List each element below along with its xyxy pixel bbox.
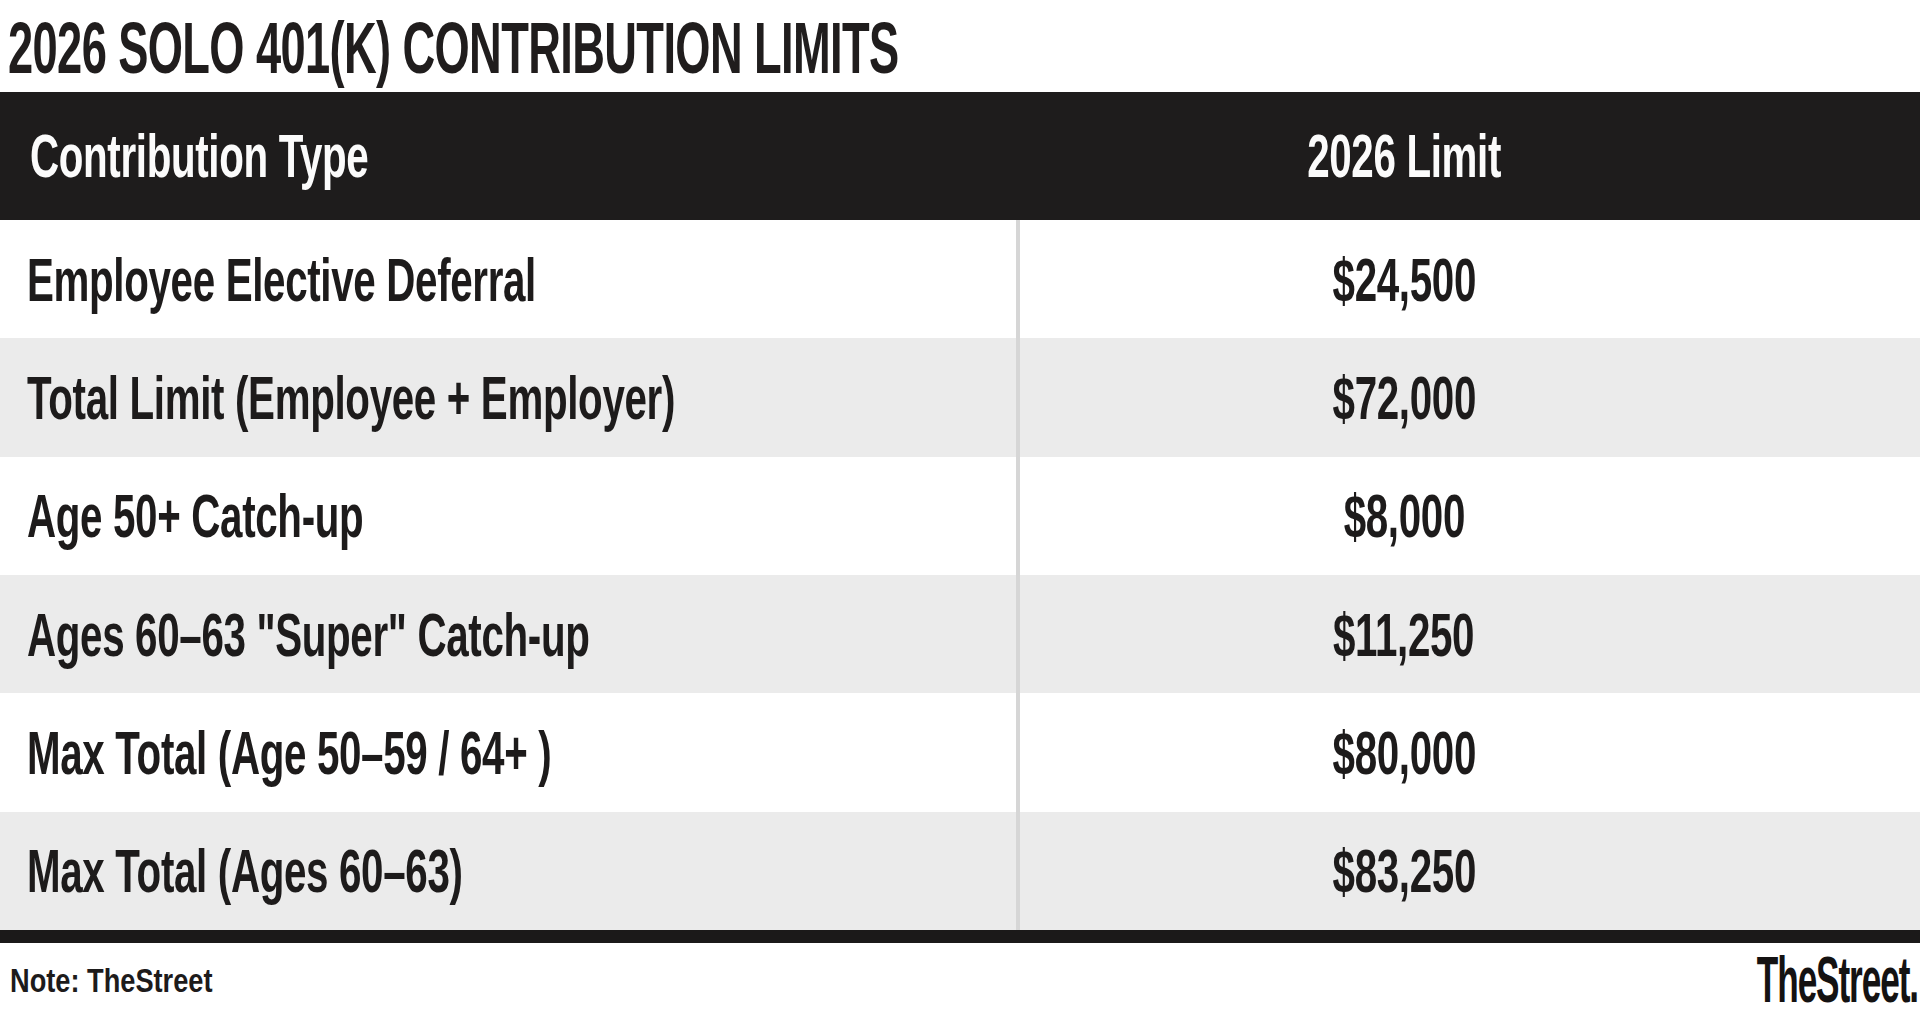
table-row: Max Total (Age 50–59 / 64+ ) $80,000 bbox=[0, 693, 1920, 811]
table-row: Total Limit (Employee + Employer) $72,00… bbox=[0, 338, 1920, 456]
row-value: $72,000 bbox=[1332, 362, 1475, 433]
title-zone: 2026 SOLO 401(K) CONTRIBUTION LIMITS bbox=[0, 0, 1920, 92]
row-label: Ages 60–63 "Super" Catch-up bbox=[27, 599, 589, 670]
table-row: Employee Elective Deferral $24,500 bbox=[0, 220, 1920, 338]
row-label-cell: Max Total (Age 50–59 / 64+ ) bbox=[0, 693, 1016, 811]
row-value: $11,250 bbox=[1333, 599, 1474, 670]
brand-logo: TheStreet. bbox=[1757, 943, 1918, 1017]
row-label: Max Total (Ages 60–63) bbox=[27, 835, 463, 906]
separator-bar bbox=[0, 930, 1920, 943]
row-label: Age 50+ Catch-up bbox=[27, 480, 363, 551]
row-label-cell: Employee Elective Deferral bbox=[0, 220, 1016, 338]
column-header-label: 2026 Limit bbox=[1307, 120, 1501, 191]
column-header-contribution-type: Contribution Type bbox=[0, 92, 1020, 220]
table-row: Age 50+ Catch-up $8,000 bbox=[0, 457, 1920, 575]
row-label-cell: Ages 60–63 "Super" Catch-up bbox=[0, 575, 1016, 693]
row-label: Max Total (Age 50–59 / 64+ ) bbox=[27, 717, 551, 788]
page-title: 2026 SOLO 401(K) CONTRIBUTION LIMITS bbox=[8, 15, 899, 81]
row-value: $24,500 bbox=[1332, 244, 1475, 315]
table-row: Max Total (Ages 60–63) $83,250 bbox=[0, 812, 1920, 930]
table-body: Employee Elective Deferral $24,500 Total… bbox=[0, 220, 1920, 930]
row-value-cell: $8,000 bbox=[1020, 457, 1920, 575]
row-value: $8,000 bbox=[1343, 480, 1464, 551]
table-row: Ages 60–63 "Super" Catch-up $11,250 bbox=[0, 575, 1920, 693]
footer-note: Note: TheStreet bbox=[10, 961, 213, 1000]
row-value-cell: $24,500 bbox=[1020, 220, 1920, 338]
row-value: $80,000 bbox=[1332, 717, 1475, 788]
column-header-label: Contribution Type bbox=[30, 120, 368, 191]
infographic-page: 2026 SOLO 401(K) CONTRIBUTION LIMITS Con… bbox=[0, 0, 1920, 1021]
row-label: Total Limit (Employee + Employer) bbox=[27, 362, 675, 433]
row-value-cell: $11,250 bbox=[1020, 575, 1920, 693]
column-header-2026-limit: 2026 Limit bbox=[1020, 92, 1920, 220]
row-value-cell: $72,000 bbox=[1020, 338, 1920, 456]
row-value-cell: $83,250 bbox=[1020, 812, 1920, 930]
row-label: Employee Elective Deferral bbox=[27, 244, 536, 315]
table-header-row: Contribution Type 2026 Limit bbox=[0, 92, 1920, 220]
row-label-cell: Max Total (Ages 60–63) bbox=[0, 812, 1016, 930]
row-value: $83,250 bbox=[1332, 835, 1475, 906]
footer: Note: TheStreet TheStreet. bbox=[0, 943, 1920, 1021]
row-label-cell: Age 50+ Catch-up bbox=[0, 457, 1016, 575]
row-label-cell: Total Limit (Employee + Employer) bbox=[0, 338, 1016, 456]
row-value-cell: $80,000 bbox=[1020, 693, 1920, 811]
